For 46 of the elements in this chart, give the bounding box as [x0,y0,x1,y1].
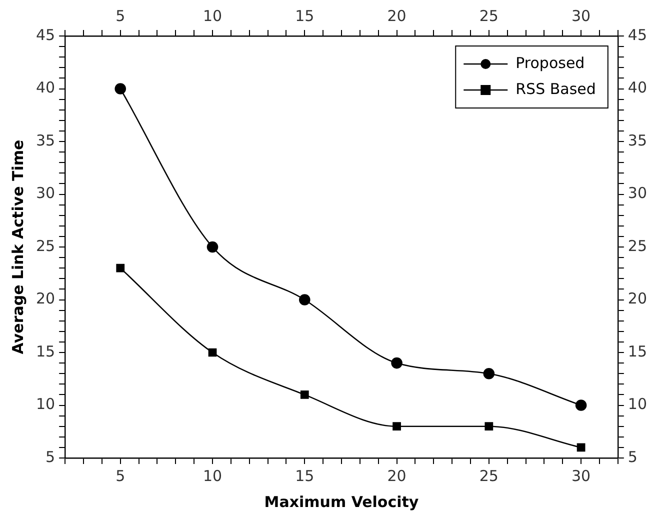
x2-tick-label: 5 [116,6,126,25]
y-tick-label: 15 [36,342,56,360]
y2-tick-label: 45 [628,26,648,44]
y-axis-title: Average Link Active Time [8,140,27,354]
point [206,241,218,253]
point [116,264,125,272]
x2-tick-label: 10 [202,6,222,25]
x-tick-label: 15 [295,466,314,485]
y-tick-label: 20 [36,290,56,308]
x-tick-label: 25 [479,466,498,485]
y2-tick-label: 35 [628,131,648,150]
x-tick-label: 20 [387,466,406,485]
y2-tick-label: 15 [628,342,648,360]
y-tick-label: 35 [36,131,56,150]
y-tick-label: 30 [36,184,56,202]
y2-tick-label: 5 [628,448,638,466]
point [484,422,494,431]
y-tick-label: 40 [36,78,56,97]
y-tick-label: 25 [36,236,56,255]
legend-label: RSS Based [516,80,596,98]
y2-tick-label: 25 [628,236,648,255]
point [114,83,126,94]
point [392,422,401,431]
point [391,357,402,369]
x-axis-title: Maximum Velocity [264,492,419,511]
point [575,400,587,411]
y-tick-label: 10 [36,395,56,414]
x-tick-label: 30 [572,466,591,485]
x2-tick-label: 20 [387,6,406,25]
y-tick-label: 5 [46,448,56,466]
y2-tick-label: 10 [628,395,648,414]
y2-tick-label: 40 [628,78,648,97]
y2-tick-label: 20 [628,290,648,308]
y2-tick-label: 30 [628,184,648,202]
x2-tick-label: 25 [479,6,498,25]
point [300,390,309,399]
point [576,443,586,452]
point [298,294,310,306]
x-tick-label: 10 [202,466,222,485]
point [483,368,495,380]
x2-tick-label: 30 [572,6,591,25]
legend-label: Proposed [516,54,585,72]
x-tick-label: 5 [116,466,126,485]
x2-tick-label: 15 [295,6,314,25]
point [208,348,217,357]
y-tick-label: 45 [36,26,56,44]
